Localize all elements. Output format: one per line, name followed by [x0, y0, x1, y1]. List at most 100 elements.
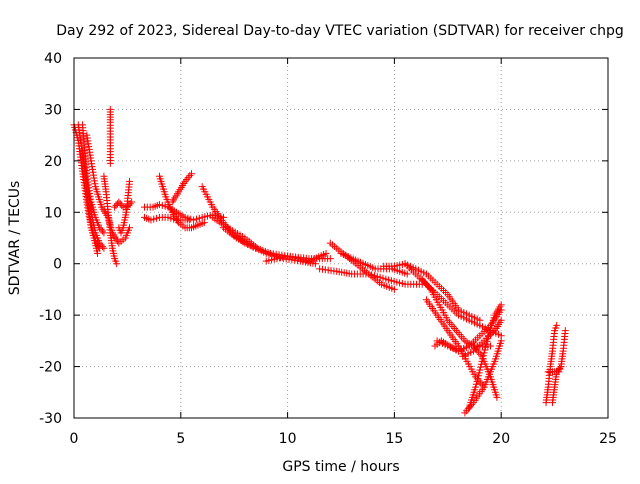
data-point [556, 364, 564, 372]
data-point [376, 273, 384, 281]
x-tick-label: 10 [279, 431, 297, 447]
plot-frame [73, 57, 609, 419]
y-tick-label: -20 [39, 360, 62, 376]
x-tick-label: 5 [176, 431, 185, 447]
data-point [497, 337, 505, 345]
data-point [370, 272, 378, 280]
grid [74, 58, 608, 418]
x-tick-label: 15 [385, 431, 403, 447]
data-point [200, 219, 208, 227]
data-point [365, 270, 373, 278]
y-axis-label: SDTVAR / TECUs [7, 181, 23, 296]
y-tick-label: -10 [39, 308, 62, 324]
data-point [390, 285, 398, 293]
series-arc-19 [316, 265, 426, 288]
data-point [113, 260, 121, 268]
y-tick-label: 0 [53, 257, 62, 273]
data-point [164, 213, 172, 221]
data-point [98, 243, 106, 251]
series-arc-18 [326, 239, 398, 293]
data-point [561, 327, 569, 335]
data-point [497, 316, 505, 324]
data-point [472, 383, 480, 391]
data-point [311, 260, 319, 268]
data-point [126, 177, 134, 185]
data-point [478, 357, 486, 365]
data-point [493, 393, 501, 401]
data-point [322, 249, 330, 257]
series-arc-28 [433, 306, 505, 355]
y-tick-label: 20 [44, 154, 62, 170]
data-point [192, 215, 200, 223]
data-point [161, 202, 169, 210]
y-tick-label: 10 [44, 205, 62, 221]
data-point [262, 249, 270, 257]
series-arc-22 [401, 260, 505, 340]
data-point [379, 274, 387, 282]
series-arc-13 [168, 170, 195, 206]
data-point [553, 321, 561, 329]
data-point [557, 363, 565, 371]
data-point [195, 214, 203, 222]
data-point [111, 203, 119, 211]
y-tick-label: 40 [44, 51, 62, 67]
series-arc-17 [262, 249, 330, 265]
data-point [100, 229, 108, 237]
series-arc-32 [544, 363, 565, 376]
data-point [93, 249, 101, 257]
data-point [475, 369, 483, 377]
data-point [115, 198, 123, 206]
data-point [185, 216, 193, 224]
data-point [265, 250, 273, 258]
data-point [554, 366, 562, 374]
data-point [497, 306, 505, 314]
data-point [474, 372, 482, 380]
data-point [116, 200, 124, 208]
series-arc-29 [459, 316, 505, 360]
data-point [403, 270, 411, 278]
x-tick-label: 20 [492, 431, 510, 447]
data-point [158, 201, 166, 209]
data-point [96, 239, 104, 247]
data-point [477, 363, 485, 371]
data-point [118, 201, 126, 209]
series-arc-16 [220, 224, 319, 268]
data-point [187, 170, 195, 178]
series-arc-04 [79, 147, 108, 252]
data-point [98, 227, 106, 235]
data-point [126, 224, 134, 232]
data-point [479, 355, 487, 363]
data-point [128, 198, 136, 206]
data-point [106, 159, 114, 167]
data-point [97, 241, 105, 249]
data-point [476, 366, 484, 374]
data-point [473, 377, 481, 385]
data-points [70, 105, 569, 417]
data-point [487, 342, 495, 350]
data-point [155, 201, 163, 209]
series-arc-25 [461, 337, 505, 417]
data-point [479, 352, 487, 360]
data-point [153, 214, 161, 222]
data-point [147, 216, 155, 224]
data-point [472, 380, 480, 388]
series-arc-09 [115, 177, 134, 237]
data-point [480, 349, 488, 357]
x-tick-label: 25 [599, 431, 617, 447]
data-point [100, 244, 108, 252]
data-point [553, 368, 561, 376]
series-arc-06 [100, 172, 121, 268]
data-point [368, 271, 376, 279]
data-point [477, 360, 485, 368]
data-point [326, 255, 334, 263]
series-arc-12 [155, 172, 208, 232]
data-point [150, 215, 158, 223]
series-arc-07 [106, 105, 114, 167]
x-tick-label: 0 [70, 431, 79, 447]
x-axis-label: GPS time / hours [282, 459, 399, 475]
data-point [97, 225, 105, 233]
axis-ticks: 0 5 10 15 20 25 -30 -20 -10 0 10 20 30 40 [39, 51, 617, 447]
y-tick-label: 30 [44, 102, 62, 118]
